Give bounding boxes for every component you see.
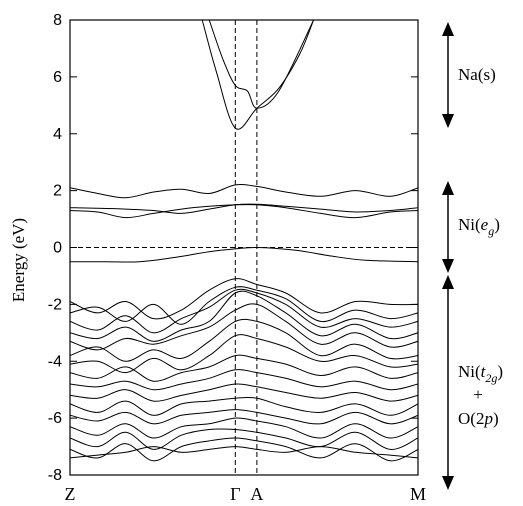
k-point-label: Γ: [230, 484, 240, 504]
k-point-label: Z: [65, 484, 76, 504]
ni-eg-label: Ni(eg): [458, 215, 500, 238]
y-tick-label: -8: [48, 467, 62, 484]
band-line: [201, 20, 315, 130]
k-point-label: M: [410, 484, 426, 504]
y-tick-label: 8: [53, 12, 62, 29]
o2p-label: O(2p): [458, 409, 499, 428]
ni-t2g-o2p-annotation: Ni(t2g) + O(2p): [442, 275, 503, 490]
guide-lines: [70, 20, 418, 475]
band-line: [70, 203, 418, 214]
band-line: [70, 417, 418, 439]
ni-eg-arrow-down-head: [442, 259, 454, 273]
ni-t2g-label: Ni(t2g): [458, 362, 503, 385]
band-line: [70, 369, 418, 391]
plus-label: +: [473, 385, 483, 404]
band-line: [70, 288, 418, 334]
y-tick-label: -6: [48, 410, 62, 427]
band-line: [70, 204, 418, 219]
band-line: [70, 383, 418, 402]
ni-eg-annotation: Ni(eg): [442, 181, 500, 273]
na-s-annotation: Na(s): [442, 22, 496, 128]
y-tick-label: -2: [48, 296, 62, 313]
na-s-label: Na(s): [458, 65, 496, 84]
na-s-arrow-up-head: [442, 22, 454, 36]
band-line: [70, 446, 418, 459]
y-tick-label: 2: [53, 183, 62, 200]
y-tick-label: 6: [53, 69, 62, 86]
band-line: [70, 409, 418, 425]
band-group-annotations: Na(s) Ni(eg) Ni(t2g) + O(2p): [442, 22, 503, 490]
band-line: [70, 184, 418, 199]
band-line: [70, 354, 418, 382]
band-line: [70, 246, 418, 263]
na-s-arrow-down-head: [442, 114, 454, 128]
ni-t2g-arrow-down-head: [442, 476, 454, 490]
ni-eg-arrow-up-head: [442, 181, 454, 195]
band-line: [208, 20, 315, 109]
y-tick-label: 0: [53, 240, 62, 257]
y-axis-ticks: -8 -6 -4 -2 0 2 4 6 8: [48, 12, 418, 484]
y-axis-label: Energy (eV): [9, 218, 28, 302]
ni-t2g-arrow-up-head: [442, 275, 454, 289]
band-line: [70, 428, 418, 450]
band-line: [70, 437, 418, 462]
band-line: [70, 318, 418, 362]
y-tick-label: -4: [48, 353, 62, 370]
y-tick-label: 4: [53, 126, 62, 143]
band-line: [70, 278, 418, 320]
k-point-label: A: [250, 484, 263, 504]
band-lines: [70, 20, 418, 462]
